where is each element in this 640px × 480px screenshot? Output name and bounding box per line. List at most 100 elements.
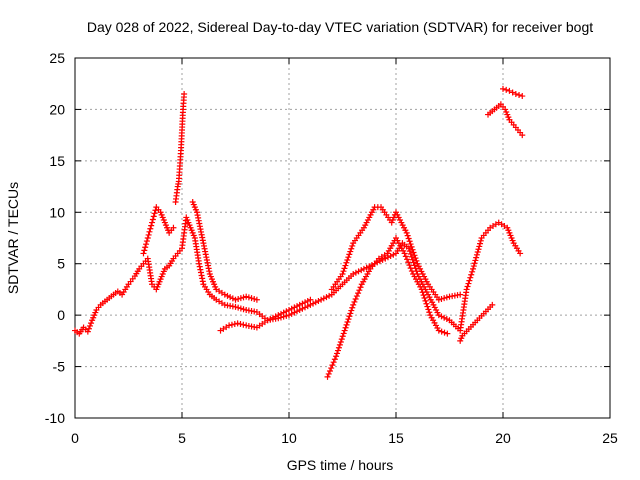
data-point-drop — [326, 367, 333, 374]
data-point-main — [199, 275, 206, 282]
data-point-drop — [339, 333, 346, 340]
data-point-upper — [435, 296, 442, 303]
data-point-main — [382, 255, 389, 262]
data-point-descent — [253, 296, 260, 303]
data-point-upper — [406, 238, 413, 245]
data-point-descent — [235, 295, 242, 302]
data-point-upper — [344, 256, 351, 263]
data-point-descent — [221, 291, 228, 298]
data-point-drop — [328, 365, 335, 372]
data-point-lower — [272, 313, 279, 320]
data-point-left-rise — [170, 224, 177, 231]
data-point-left-rise — [141, 247, 148, 254]
data-point-descent — [251, 295, 258, 302]
data-point-main — [438, 313, 445, 320]
data-point-lower — [280, 309, 287, 316]
data-point-upper — [341, 265, 348, 272]
data-point-lower — [264, 317, 271, 324]
y-tick-label: 25 — [49, 50, 65, 66]
data-point-main — [350, 271, 357, 277]
data-point-main — [473, 254, 480, 261]
data-point-upper — [348, 245, 355, 252]
data-point-main — [307, 301, 314, 308]
y-axis-label: SDTVAR / TECUs — [5, 182, 21, 294]
data-point-upper — [340, 268, 347, 275]
data-point-main — [473, 251, 480, 258]
data-point-main — [467, 274, 474, 281]
data-point-left-rise — [151, 210, 158, 217]
data-point-drop — [334, 347, 341, 354]
data-point-upper — [346, 251, 353, 258]
data-point-drop — [329, 362, 336, 369]
data-point-late-top — [519, 93, 526, 100]
data-point-drop — [344, 319, 351, 325]
data-point-drop — [401, 250, 408, 257]
data-point-main — [85, 325, 92, 332]
data-point-upper — [403, 229, 410, 236]
data-point-left-rise — [140, 250, 147, 257]
data-point-drop — [345, 316, 352, 323]
data-point-main — [84, 328, 91, 335]
data-point-drop — [426, 309, 433, 316]
data-point-descent — [227, 294, 234, 301]
data-point-lower — [283, 308, 290, 315]
data-point-drop — [330, 359, 337, 366]
data-point-main — [88, 320, 95, 327]
x-tick-label: 15 — [388, 430, 404, 446]
data-point-drop — [438, 328, 445, 335]
data-point-upper — [410, 249, 417, 256]
data-point-main — [299, 305, 306, 312]
data-point-main — [197, 269, 204, 276]
data-point-upper — [411, 252, 418, 259]
data-point-descent — [232, 296, 239, 303]
data-point-lower — [286, 307, 292, 313]
data-point-main — [355, 268, 362, 275]
data-point-main — [465, 280, 472, 287]
data-point-upper — [343, 259, 350, 266]
data-point-main — [472, 257, 479, 264]
data-point-late-top — [516, 92, 523, 99]
y-tick-label: 5 — [57, 256, 65, 272]
data-point-lower — [294, 303, 301, 310]
data-point-main — [296, 307, 303, 313]
data-point-late-top — [503, 86, 510, 93]
data-point-drop — [336, 341, 343, 348]
data-point-main — [468, 271, 475, 278]
data-point-main — [470, 263, 477, 270]
data-point-lower — [226, 322, 233, 329]
data-point-descent — [240, 294, 247, 301]
data-point-drop — [325, 370, 332, 377]
data-point-main — [358, 267, 365, 274]
data-point-drop — [405, 259, 412, 266]
data-point-main — [302, 304, 309, 311]
data-point-lower — [296, 301, 303, 308]
data-point-descent — [224, 292, 231, 299]
data-point-isolated — [489, 301, 496, 308]
data-point-drop — [334, 350, 341, 357]
data-point-main — [441, 314, 448, 321]
data-point-main — [312, 299, 319, 306]
data-point-drop — [422, 297, 429, 304]
data-point-main — [199, 278, 206, 285]
data-point-upper — [408, 243, 415, 250]
data-point-descent — [245, 294, 252, 301]
data-point-lower — [228, 321, 235, 328]
data-point-drop — [352, 295, 359, 302]
data-point-main — [326, 292, 333, 299]
data-point-descent — [229, 295, 236, 302]
data-point-drop — [404, 256, 411, 263]
data-point-upper — [349, 242, 356, 249]
data-point-drop — [353, 293, 360, 300]
data-point-main — [197, 266, 204, 273]
x-tick-label: 10 — [281, 430, 297, 446]
data-point-lower — [304, 298, 311, 304]
data-point-left-rise — [150, 213, 157, 220]
data-point-main — [352, 269, 359, 276]
data-point-main — [237, 305, 244, 312]
data-point-drop — [333, 353, 340, 360]
data-point-main — [198, 272, 205, 279]
data-point-main — [474, 249, 481, 256]
data-point-main — [86, 322, 93, 329]
